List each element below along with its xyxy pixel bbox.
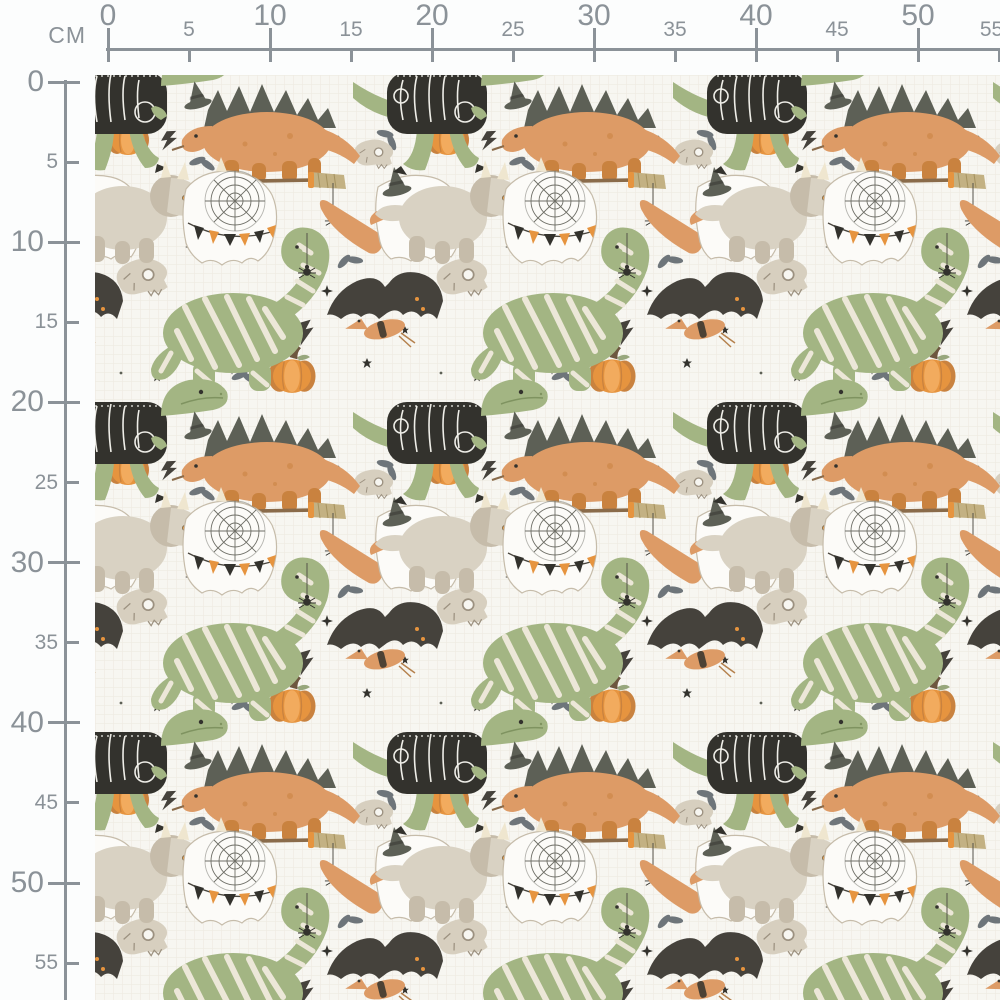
- top-ruler-tick-40: [754, 28, 758, 62]
- left-ruler-tick-30: [48, 561, 80, 565]
- top-ruler-tick-25: [511, 48, 515, 62]
- top-ruler-tick-45: [835, 48, 839, 62]
- top-ruler-label-30: 30: [577, 0, 611, 32]
- left-ruler-label-40: 40: [10, 705, 44, 739]
- top-ruler-tick-35: [673, 48, 677, 62]
- top-ruler-label-5: 5: [183, 18, 195, 41]
- left-ruler-tick-45: [64, 801, 79, 805]
- top-ruler-tick-10: [268, 28, 272, 62]
- top-ruler-label-40: 40: [739, 0, 773, 32]
- top-ruler-line: [106, 48, 1000, 51]
- left-ruler-label-25: 25: [34, 470, 58, 494]
- left-ruler-tick-10: [48, 240, 80, 244]
- fabric-pattern-svg: [95, 75, 1000, 1000]
- left-ruler-line: [64, 80, 67, 1000]
- top-ruler-tick-30: [592, 28, 596, 62]
- left-ruler-tick-0: [48, 80, 80, 84]
- left-ruler-label-30: 30: [10, 545, 44, 579]
- ruler-unit-label: CM: [48, 22, 86, 48]
- top-ruler-label-25: 25: [501, 18, 525, 41]
- left-ruler-label-20: 20: [10, 385, 44, 419]
- top-ruler-label-15: 15: [339, 18, 363, 41]
- top-ruler-label-20: 20: [415, 0, 449, 32]
- left-ruler-tick-25: [64, 481, 79, 484]
- top-ruler-label-0: 0: [99, 0, 117, 32]
- top-ruler-label-35: 35: [663, 18, 687, 41]
- top-ruler-tick-5: [187, 48, 191, 62]
- top-ruler-label-10: 10: [253, 0, 287, 32]
- left-ruler-label-0: 0: [27, 65, 44, 98]
- left-ruler-label-55: 55: [34, 951, 58, 975]
- top-ruler: 0 5 10 15 20 25 30 35 40 45 50 55: [0, 0, 1000, 70]
- top-ruler-tick-20: [430, 28, 434, 62]
- left-ruler-tick-40: [48, 721, 80, 725]
- left-ruler-label-45: 45: [34, 790, 58, 814]
- fabric-swatch: [95, 75, 1000, 1000]
- top-ruler-tick-50: [916, 28, 920, 62]
- top-ruler-tick-15: [349, 48, 353, 62]
- top-ruler-tick-55: [997, 48, 1000, 62]
- left-ruler-label-10: 10: [10, 225, 44, 259]
- left-ruler-tick-55: [64, 961, 79, 965]
- left-ruler-label-35: 35: [34, 630, 58, 654]
- pattern-tile-grid: [95, 75, 1000, 1000]
- top-ruler-label-45: 45: [825, 18, 849, 41]
- top-ruler-tick-0: [106, 28, 110, 62]
- left-ruler-tick-5: [64, 160, 79, 164]
- left-ruler-tick-20: [48, 400, 80, 404]
- top-ruler-label-50: 50: [901, 0, 935, 32]
- left-ruler-label-5: 5: [46, 150, 58, 174]
- left-ruler-label-15: 15: [34, 310, 58, 334]
- left-ruler-tick-50: [48, 881, 80, 885]
- left-ruler: 0 5 10 15 20 25 30 35 40 45 50 55: [0, 0, 95, 1000]
- left-ruler-tick-15: [64, 320, 79, 324]
- left-ruler-tick-35: [64, 641, 79, 645]
- left-ruler-label-50: 50: [10, 866, 44, 899]
- top-ruler-label-55: 55: [979, 18, 1000, 41]
